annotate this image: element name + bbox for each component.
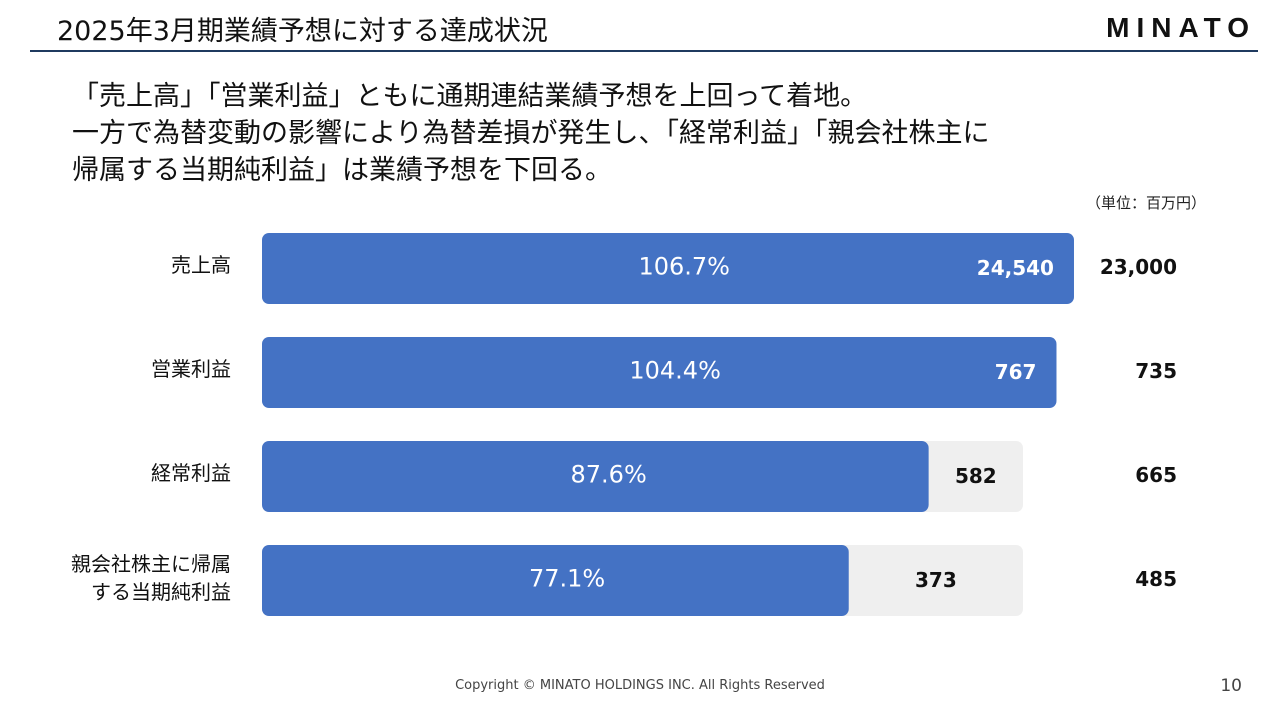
lead-line-3: 帰属する当期純利益」は業績予想を下回る。 bbox=[72, 155, 612, 186]
page-number: 10 bbox=[1220, 676, 1242, 696]
actual-value-bar bbox=[262, 441, 929, 512]
unit-note: （単位：百万円） bbox=[1085, 194, 1206, 212]
achievement-rate-label: 77.1% bbox=[529, 565, 605, 593]
achievement-rate-label: 104.4% bbox=[629, 357, 721, 385]
forecast-value-label: 735 bbox=[1135, 359, 1177, 383]
category-label: 営業利益 bbox=[151, 357, 231, 381]
actual-value-bar bbox=[262, 233, 1074, 304]
category-label: 売上高 bbox=[171, 253, 231, 277]
actual-value-label: 767 bbox=[995, 360, 1037, 384]
actual-value-label: 582 bbox=[955, 464, 997, 488]
lead-text: 「売上高」「営業利益」ともに通期連結業績予想を上回って着地。 一方で為替変動の影… bbox=[72, 78, 989, 189]
forecast-value-label: 665 bbox=[1135, 463, 1177, 487]
title-underline bbox=[30, 50, 1258, 52]
category-label: 親会社株主に帰属 bbox=[71, 552, 231, 576]
forecast-value-label: 23,000 bbox=[1100, 255, 1177, 279]
category-label: する当期純利益 bbox=[91, 580, 231, 604]
forecast-value-label: 485 bbox=[1135, 567, 1177, 591]
achievement-rate-label: 106.7% bbox=[638, 253, 730, 281]
copyright-footer: Copyright © MINATO HOLDINGS INC. All Rig… bbox=[455, 678, 825, 693]
slide-title: 2025年3月期業績予想に対する達成状況 bbox=[57, 16, 548, 47]
lead-line-2: 一方で為替変動の影響により為替差損が発生し、「経常利益」「親会社株主に bbox=[72, 118, 990, 149]
company-logo: MINATO bbox=[1106, 12, 1256, 43]
actual-value-bar bbox=[262, 545, 849, 616]
achievement-rate-label: 87.6% bbox=[571, 461, 647, 489]
actual-value-label: 373 bbox=[915, 568, 957, 592]
actual-value-label: 24,540 bbox=[977, 256, 1054, 280]
lead-line-1: 「売上高」「営業利益」ともに通期連結業績予想を上回って着地。 bbox=[72, 81, 868, 112]
actual-value-bar bbox=[262, 337, 1057, 408]
category-label: 経常利益 bbox=[151, 461, 231, 485]
